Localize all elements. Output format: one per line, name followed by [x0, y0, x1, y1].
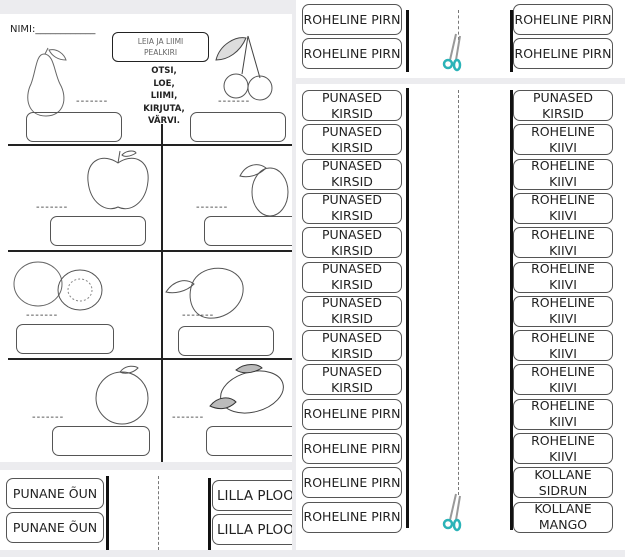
answer-box-kiwi[interactable] [16, 324, 114, 354]
label-card[interactable]: ROHELINE KIIVI [513, 398, 613, 430]
label-card[interactable]: PUNASED KIRSID [302, 227, 402, 259]
blank-line: ------- [196, 202, 229, 213]
answer-box-cherries[interactable] [190, 112, 286, 142]
fold-line [458, 10, 459, 40]
label-card[interactable]: LILLA PLOO [212, 514, 292, 545]
label-card[interactable]: KOLLANE SIDRUN [513, 467, 613, 499]
answer-box-plum[interactable] [204, 216, 292, 246]
grid-divider [8, 358, 292, 360]
label-card[interactable]: PUNASED KIRSID [513, 90, 613, 121]
instruction: OTSI, [151, 66, 177, 76]
top-strip-page: ROHELINE PIRN ROHELINE PIRN ROHELINE PIRN R… [296, 0, 625, 78]
grid-divider [8, 144, 292, 146]
label-card[interactable]: ROHELINE KIIVI [513, 295, 613, 327]
blank-line: ------- [32, 412, 65, 423]
orange-icon [95, 365, 149, 425]
label-card[interactable]: PUNASED KIRSID [302, 261, 402, 293]
instructions: OTSI, LOE, LIIMI, KIRJUTA, VÄRVI. [135, 65, 193, 128]
label-card[interactable]: ROHELINE KIIVI [513, 124, 613, 156]
instruction: VÄRVI. [147, 116, 181, 126]
label-card[interactable]: PUNASED KIRSID [302, 90, 402, 121]
main-strip-page: PUNASED KIRSID PUNASED KIRSID PUNASED KIRS… [296, 84, 625, 550]
label-card[interactable]: ROHELINE KIIVI [513, 433, 613, 464]
label-card[interactable]: PUNANE ÕUN [6, 512, 104, 543]
label-card[interactable]: PUNASED KIRSID [302, 364, 402, 396]
label-card[interactable]: PUNASED KIRSID [302, 192, 402, 224]
label-card[interactable]: ROHELINE KIIVI [513, 364, 613, 396]
label-card[interactable]: PUNASED KIRSID [302, 158, 402, 190]
lemon-icon [209, 364, 284, 414]
blank-line: ------- [218, 96, 251, 107]
instruction: LIIMI, [150, 91, 178, 101]
answer-box-mango[interactable] [178, 326, 274, 356]
blank-line: ------- [182, 310, 215, 321]
blank-line: ------- [76, 96, 109, 107]
answer-box-pear[interactable] [26, 112, 122, 142]
label-card[interactable]: ROHELINE PIRN [302, 467, 402, 499]
label-card[interactable]: KOLLANE MANGO [513, 501, 613, 533]
grid-divider [8, 250, 292, 252]
fold-line [458, 90, 459, 495]
label-card[interactable]: PUNASED KIRSID [302, 295, 402, 327]
kiwi-icon [13, 261, 103, 311]
label-card[interactable]: PUNASED KIRSID [302, 124, 402, 156]
instruction: KIRJUTA, [143, 103, 185, 114]
label-card[interactable]: ROHELINE PIRN [302, 398, 402, 430]
label-card[interactable]: ROHELINE PIRN [302, 433, 402, 464]
label-card[interactable]: ROHELINE PIRN [302, 501, 402, 533]
cherries-icon [215, 35, 273, 101]
label-card[interactable]: ROHELINE KIIVI [513, 261, 613, 293]
cut-line [406, 10, 409, 72]
label-card[interactable]: ROHELINE PIRN [513, 4, 613, 35]
answer-box-lemon[interactable] [206, 426, 292, 456]
pear-icon [27, 47, 67, 117]
scissors-icon [442, 33, 462, 72]
cut-line [406, 88, 409, 528]
label-card[interactable]: ROHELINE KIIVI [513, 158, 613, 190]
cut-line [510, 90, 513, 530]
answer-box-orange[interactable] [52, 426, 150, 456]
answer-box-apple[interactable] [50, 216, 146, 246]
scissors-icon [442, 493, 462, 532]
name-label: NIMI:____________ [10, 24, 96, 35]
label-card[interactable]: ROHELINE PIRN [513, 38, 613, 69]
worksheet-page: NIMI:____________ LEIA JA LIIMI PEALKIRI… [0, 14, 292, 462]
mango-icon [165, 267, 244, 319]
blank-line: ------- [36, 202, 69, 213]
apple-icon [87, 150, 149, 210]
blank-line: ------- [26, 310, 59, 321]
instruction: LOE, [153, 78, 175, 89]
label-card[interactable]: ROHELINE PIRN [302, 4, 402, 35]
fold-line [158, 476, 159, 550]
cut-line [208, 478, 211, 550]
label-card[interactable]: ROHELINE KIIVI [513, 330, 613, 362]
grid-divider [161, 124, 163, 462]
label-card[interactable]: ROHELINE KIIVI [513, 227, 613, 259]
label-card[interactable]: PUNANE ÕUN [6, 478, 104, 509]
plum-icon [239, 164, 289, 217]
label-card[interactable]: LILLA PLOO [212, 480, 292, 511]
bottom-strip-page: PUNANE ÕUN PUNANE ÕUN LILLA PLOO LILLA PLOO [0, 470, 292, 550]
label-card[interactable]: ROHELINE KIIVI [513, 192, 613, 224]
cut-line [510, 10, 513, 72]
blank-line: ------- [172, 412, 205, 423]
cut-line [106, 476, 109, 550]
label-card[interactable]: PUNASED KIRSID [302, 330, 402, 362]
label-card[interactable]: ROHELINE PIRN [302, 38, 402, 69]
title-box: LEIA JA LIIMI PEALKIRI [112, 32, 209, 62]
